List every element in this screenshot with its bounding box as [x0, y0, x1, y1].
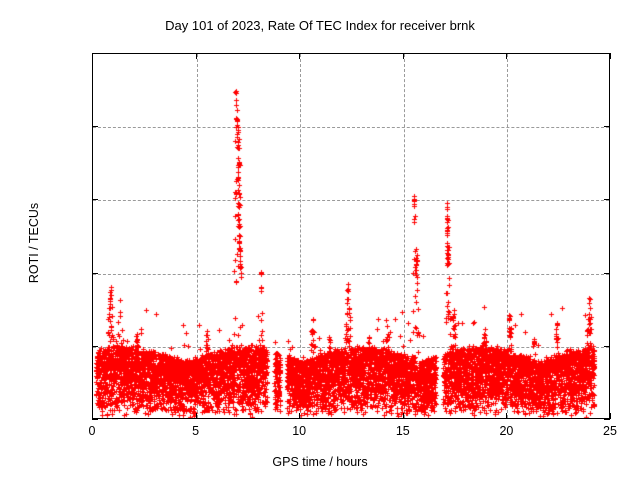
x-tick-mark-1 [195, 413, 197, 419]
x-tick-mark-1-top [195, 53, 197, 59]
x-tick-label-2: 10 [292, 424, 307, 438]
x-tick-mark-4-top [506, 53, 508, 59]
x-tick-mark-3-top [402, 53, 404, 59]
x-tick-label-3: 15 [395, 424, 410, 438]
y-tick-mark-2 [92, 272, 98, 274]
x-tick-mark-3 [402, 413, 404, 419]
plot-frame [92, 53, 610, 419]
x-tick-mark-0-top [92, 53, 93, 59]
chart-title: Day 101 of 2023, Rate Of TEC Index for r… [165, 18, 475, 33]
x-tick-label-0: 0 [88, 424, 96, 438]
x-tick-mark-5-top [610, 53, 611, 59]
y-tick-mark-3 [92, 199, 98, 201]
x-tick-mark-5 [610, 413, 611, 419]
y-axis-title: ROTI / TECUs [27, 202, 41, 284]
x-tick-mark-2-top [299, 53, 301, 59]
y-tick-mark-5-right [604, 53, 610, 54]
y-tick-mark-5 [92, 53, 98, 54]
x-tick-mark-0 [92, 413, 93, 419]
y-tick-mark-1-right [604, 345, 610, 347]
x-tick-mark-2 [299, 413, 301, 419]
scatter-data-layer [93, 54, 609, 418]
y-tick-mark-4-right [604, 126, 610, 128]
y-tick-mark-2-right [604, 272, 610, 274]
x-axis-title: GPS time / hours [272, 455, 368, 469]
y-tick-mark-4 [92, 126, 98, 128]
y-tick-mark-0 [92, 419, 98, 420]
x-tick-label-4: 20 [499, 424, 514, 438]
x-tick-label-1: 5 [192, 424, 200, 438]
x-tick-label-5: 25 [603, 424, 617, 438]
x-tick-mark-4 [506, 413, 508, 419]
y-tick-mark-3-right [604, 199, 610, 201]
y-tick-mark-1 [92, 345, 98, 347]
y-tick-mark-0-right [604, 419, 610, 420]
